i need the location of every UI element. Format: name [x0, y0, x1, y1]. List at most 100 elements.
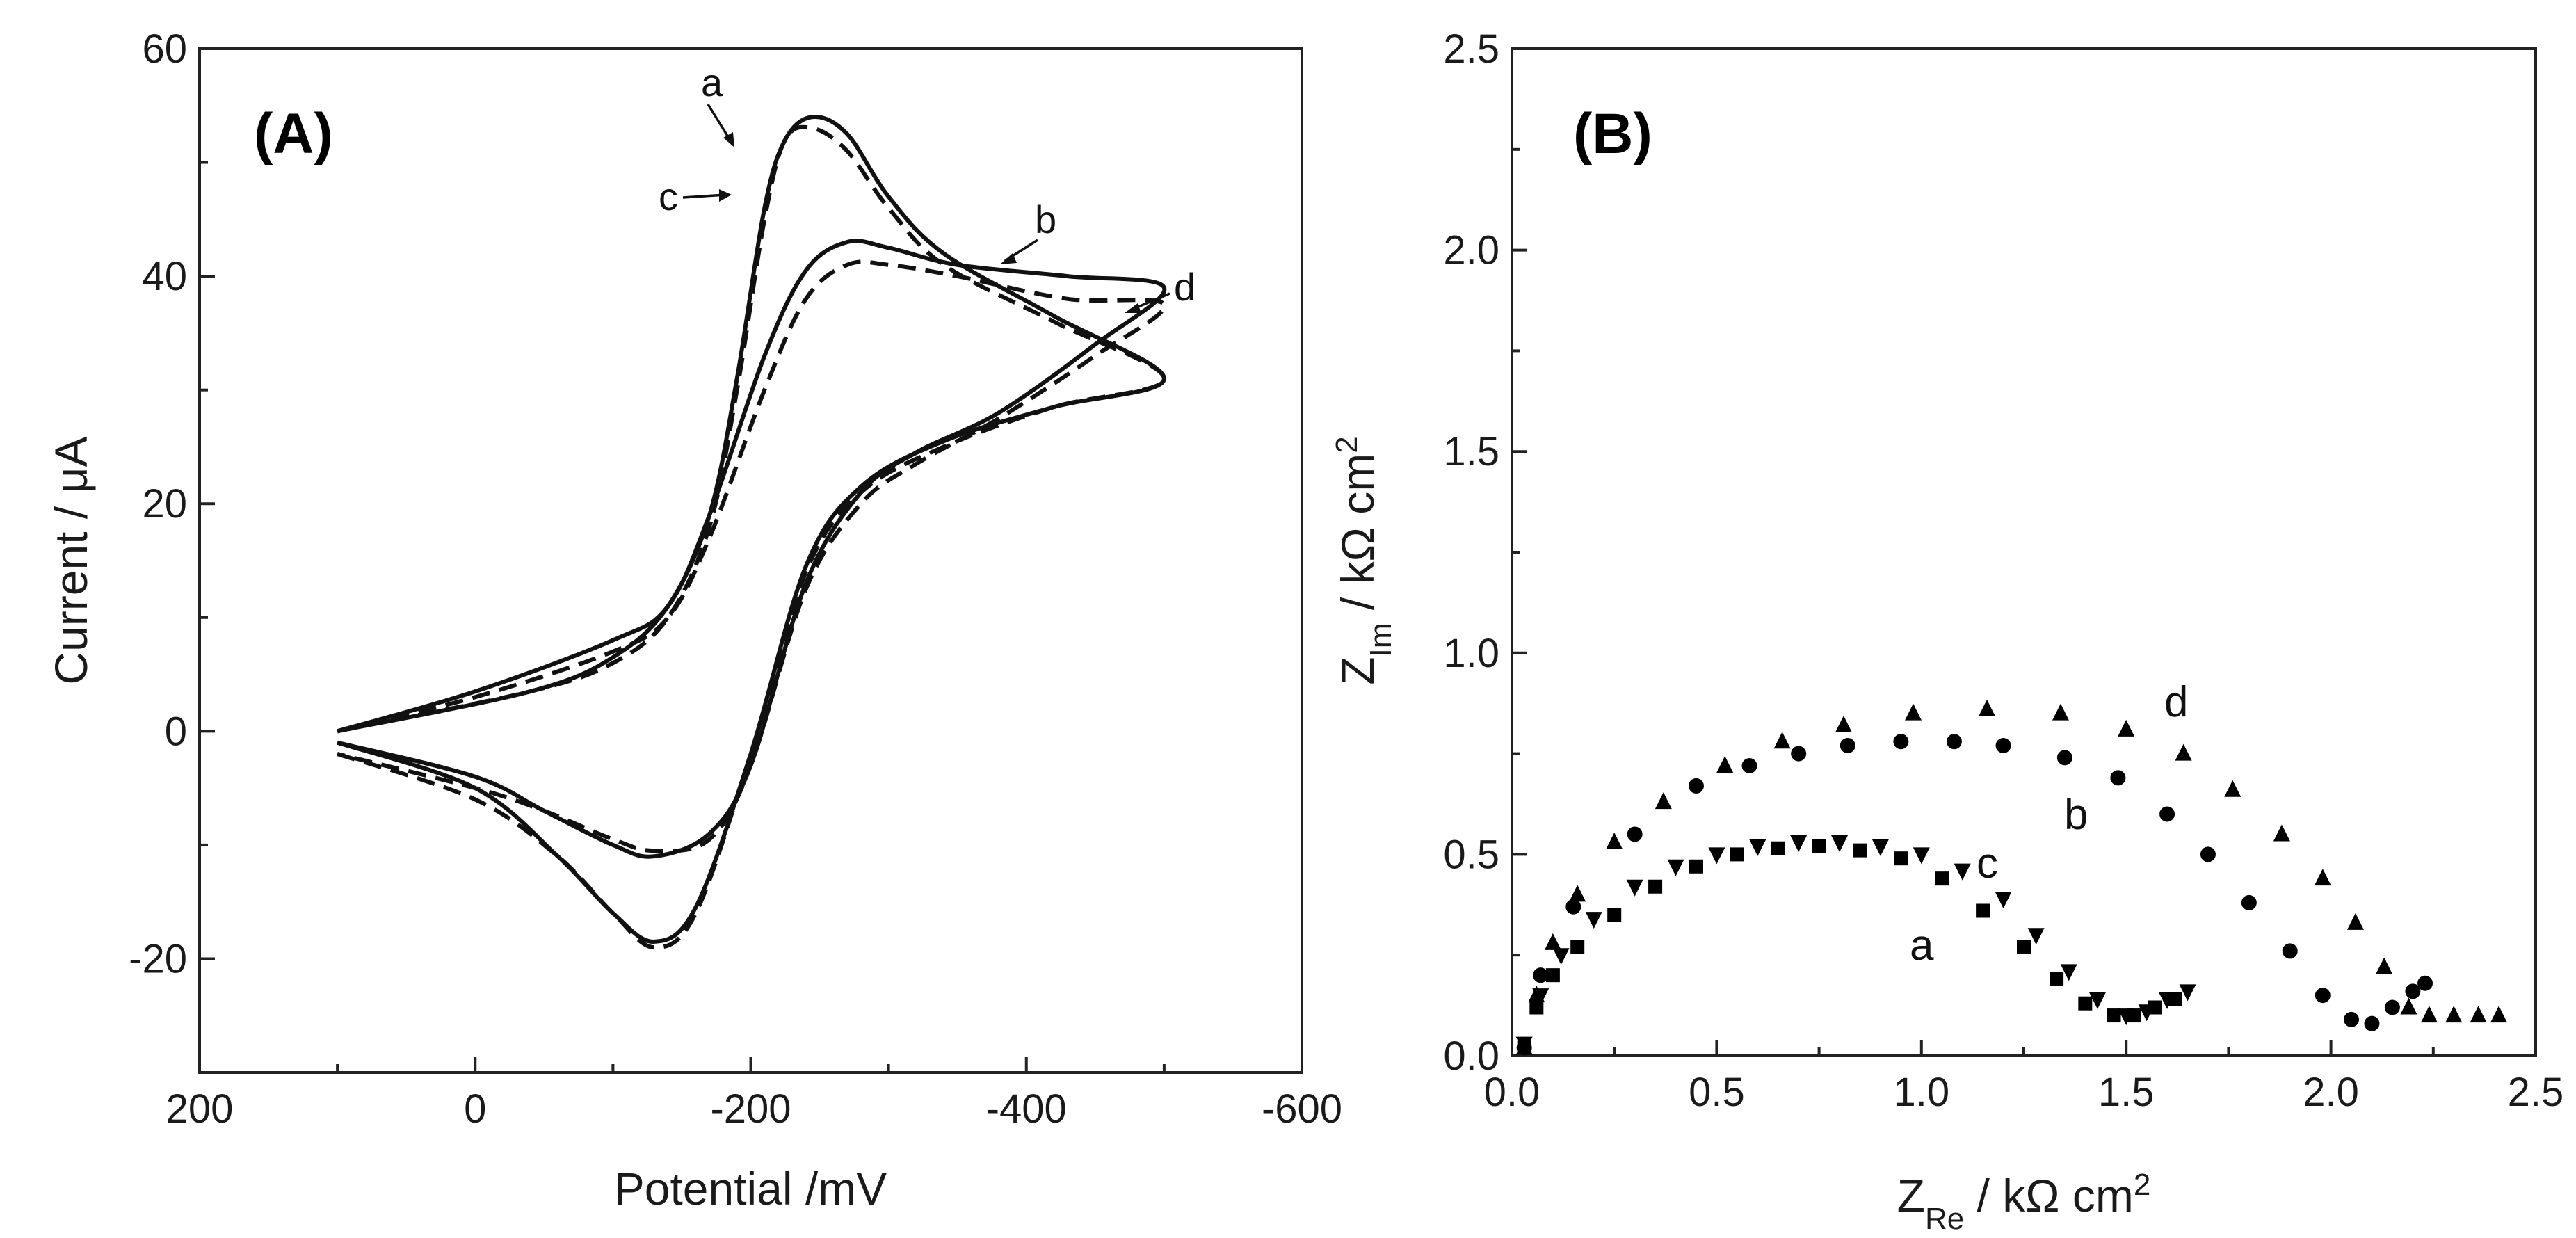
panel-b-point-b: [2110, 770, 2126, 786]
panel-b-point-a: [2017, 940, 2031, 954]
panel-b-point-b: [1565, 899, 1581, 915]
panel-b-y-tick-label: 0.5: [1443, 832, 1499, 877]
panel-b-curve-label-b: b: [2064, 791, 2088, 839]
panel-b-point-d: [2314, 869, 2331, 886]
panel-b-point-b: [2241, 894, 2257, 910]
panel-a-y-tick-label: 40: [142, 254, 187, 299]
panel-b-point-a: [1607, 908, 1622, 922]
panel-b-point-c: [2088, 992, 2106, 1009]
panel-b-point-c: [1552, 948, 1570, 965]
panel-a-curve-label-c: c: [659, 175, 678, 218]
panel-b-x-tick-label: 1.5: [2098, 1070, 2155, 1115]
panel-b-point-c: [1913, 847, 1930, 865]
panel-a-x-tick-label: 0: [464, 1086, 486, 1132]
panel-b-point-b: [2344, 1011, 2360, 1027]
panel-b-point-a: [1648, 879, 1663, 894]
panel-b-point-b: [1995, 738, 2011, 754]
panel-a-arrowhead-b: [1000, 253, 1017, 264]
panel-b-point-d: [1569, 885, 1586, 902]
panel-b-point-a: [1853, 843, 1867, 858]
panel-b-point-b: [1688, 778, 1704, 794]
panel-a-plot-area: [200, 49, 1302, 1072]
panel-b-point-b: [2159, 806, 2175, 822]
panel-b-x-ticks: 0.0 0.5 1.0 1.5 2.0 2.5: [1484, 1040, 2564, 1115]
panel-b-point-c: [2060, 964, 2077, 981]
panel-b-y-tick-label: 2.0: [1443, 228, 1499, 273]
panel-b-point-a: [1976, 903, 1990, 918]
panel-b-curve-label-d: d: [2164, 678, 2188, 726]
panel-b-point-a: [1935, 871, 1949, 886]
panel-b-point-d: [2490, 1006, 2508, 1023]
panel-b-point-d: [1716, 755, 1734, 773]
panel-b-point-d: [2420, 1006, 2438, 1023]
panel-b-point-b: [2315, 988, 2331, 1004]
panel-b-plot-area: [1512, 49, 2536, 1056]
panel-b-point-d: [1544, 933, 1561, 950]
panel-b-x-tick-label: 1.0: [1893, 1070, 1949, 1115]
panel-a-x-tick-label: 200: [166, 1086, 234, 1132]
panel-b-point-c: [1749, 839, 1766, 856]
panel-b-point-c: [2118, 1008, 2135, 1026]
panel-b-point-a: [1689, 859, 1703, 874]
panel-b-x-tick-label: 0.0: [1484, 1070, 1540, 1115]
panel-b-point-c: [1708, 847, 1725, 865]
panel-a-y-tick-label: 20: [142, 481, 187, 526]
panel-b-point-d: [1905, 703, 1922, 721]
panel-a-x-tick-label: -400: [986, 1086, 1067, 1132]
panel-b-point-a: [1771, 841, 1785, 855]
panel-b-point-a: [2078, 996, 2093, 1011]
panel-b-point-a: [1529, 1000, 1544, 1015]
panel-b-point-d: [2470, 1006, 2487, 1023]
panel-b-point-d: [1515, 1038, 1533, 1055]
panel-a-y-ticks: 60 40 20 0 -20: [129, 26, 215, 1074]
panel-b-point-d: [1528, 986, 1545, 1003]
panel-b-point-c: [2159, 992, 2176, 1009]
panel-b-label: (B): [1573, 102, 1652, 166]
panel-b-point-d: [2273, 824, 2290, 842]
panel-b-y-tick-label: 2.5: [1443, 26, 1499, 72]
panel-b-point-b: [1741, 757, 1757, 773]
panel-b-point-c: [2179, 984, 2196, 1002]
panel-b-point-b: [2417, 975, 2433, 991]
panel-b-point-c: [2138, 1004, 2155, 1022]
panel-a-arrowhead-c: [719, 189, 732, 202]
panel-b-point-b: [2282, 943, 2298, 959]
panel-a-x-tick-label: -200: [710, 1086, 791, 1132]
panel-a-y-axis-label: Current / μA: [45, 436, 97, 684]
panel-b-point-d: [1835, 716, 1852, 733]
panel-b-point-d: [1773, 732, 1791, 749]
panel-b-x-tick-label: 2.0: [2303, 1070, 2359, 1115]
panel-b-point-d: [2400, 997, 2417, 1015]
panel-b-x-tick-label: 0.5: [1689, 1070, 1745, 1115]
panel-b-point-d: [2118, 719, 2135, 737]
panel-b-point-d: [1655, 792, 1672, 810]
panel-b-x-tick-label: 2.5: [2508, 1070, 2564, 1115]
panel-b-point-d: [2376, 957, 2393, 974]
panel-b-point-b: [1533, 967, 1549, 983]
panel-b-point-c: [2027, 928, 2045, 945]
panel-a-curves: [337, 115, 1167, 950]
panel-b-point-d: [2052, 703, 2069, 721]
panel-b-point-c: [1585, 912, 1602, 929]
panel-b-point-a: [1812, 839, 1826, 853]
panel-b-y-tick-label: 1.0: [1443, 631, 1499, 676]
panel-a-curve-c: [337, 115, 1166, 944]
panel-b-point-a: [2107, 1008, 2121, 1023]
panel-b-x-axis-label: ZRe / kΩ cm2: [1897, 1168, 2151, 1236]
panel-b-point-d: [1606, 833, 1623, 850]
panel-a-curve-d: [337, 259, 1167, 853]
panel-a-y-tick-label: 0: [165, 709, 187, 754]
panel-b-point-b: [2056, 750, 2072, 766]
panel-b-point-d: [2224, 780, 2241, 797]
panel-b-y-tick-label: 0.0: [1443, 1034, 1499, 1079]
panel-b-point-c: [1667, 859, 1684, 876]
panel-b-point-a: [1730, 847, 1744, 862]
panel-b-point-c: [1831, 835, 1849, 853]
panel-b-point-a: [1570, 940, 1585, 954]
panel-b-point-c: [1995, 892, 2012, 909]
panel-b-point-c: [1626, 879, 1643, 897]
panel-b-point-b: [2200, 846, 2216, 862]
panel-b-point-b: [1893, 734, 1909, 750]
